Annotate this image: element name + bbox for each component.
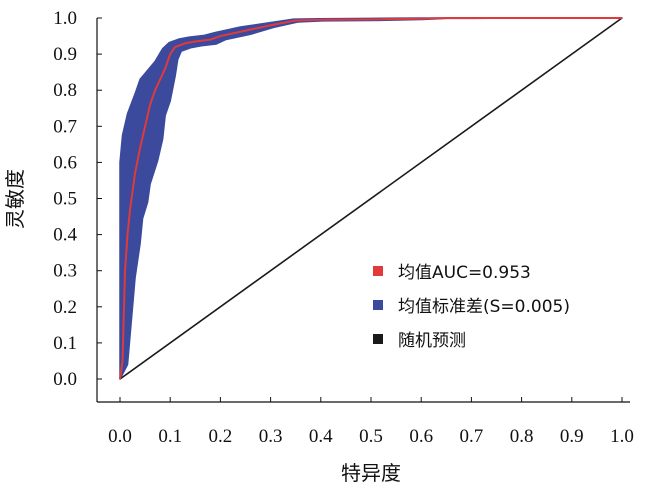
y-tick-label: 0.0 xyxy=(53,369,77,390)
x-tick-label: 0.9 xyxy=(560,426,584,447)
x-tick-label: 0.0 xyxy=(108,426,132,447)
legend-swatch-mean-auc xyxy=(373,266,383,276)
legend-label-std: 均值标准差(S=0.005) xyxy=(398,297,570,317)
y-tick-label: 0.5 xyxy=(53,189,77,210)
y-tick-label: 0.6 xyxy=(53,152,77,173)
x-tick-label: 0.6 xyxy=(409,426,433,447)
x-axis-title: 特异度 xyxy=(341,461,401,485)
legend-item-mean-auc: 均值AUC=0.953 xyxy=(373,263,531,283)
y-tick-label: 0.9 xyxy=(53,44,77,65)
legend: 均值AUC=0.953 均值标准差(S=0.005) 随机预测 xyxy=(373,263,570,351)
legend-label-random: 随机预测 xyxy=(398,331,466,351)
y-tick-label: 0.2 xyxy=(53,297,77,318)
y-tick-label: 0.3 xyxy=(53,261,77,282)
legend-item-std: 均值标准差(S=0.005) xyxy=(373,297,570,317)
x-tick-label: 0.4 xyxy=(309,426,333,447)
y-tick-label: 0.4 xyxy=(53,225,77,246)
y-tick-label: 0.8 xyxy=(53,80,77,101)
legend-swatch-random xyxy=(373,334,383,344)
y-tick-label: 1.0 xyxy=(53,8,77,29)
x-tick-label: 0.5 xyxy=(359,426,383,447)
y-tick-label: 0.1 xyxy=(53,333,77,354)
y-axis-title: 灵敏度 xyxy=(3,169,27,229)
lines-layer xyxy=(119,17,623,380)
x-tick-label: 0.1 xyxy=(158,426,182,447)
axes xyxy=(96,18,630,403)
legend-label-mean-auc: 均值AUC=0.953 xyxy=(398,263,531,283)
random-prediction-line xyxy=(119,17,623,380)
x-tick-label: 0.7 xyxy=(460,426,484,447)
x-tick-label: 1.0 xyxy=(610,426,634,447)
x-tick-label: 0.3 xyxy=(259,426,283,447)
ticks-layer: 0.0 0.1 0.2 0.3 0.4 0.5 0.6 0.7 0.8 0.9 1.0 0.0 0.1 0… xyxy=(53,8,634,447)
legend-item-random: 随机预测 xyxy=(373,331,466,351)
legend-swatch-std xyxy=(373,300,383,310)
mean-roc-line xyxy=(119,17,622,380)
x-tick-label: 0.8 xyxy=(510,426,534,447)
y-tick-label: 0.7 xyxy=(53,116,77,137)
x-tick-label: 0.2 xyxy=(209,426,233,447)
